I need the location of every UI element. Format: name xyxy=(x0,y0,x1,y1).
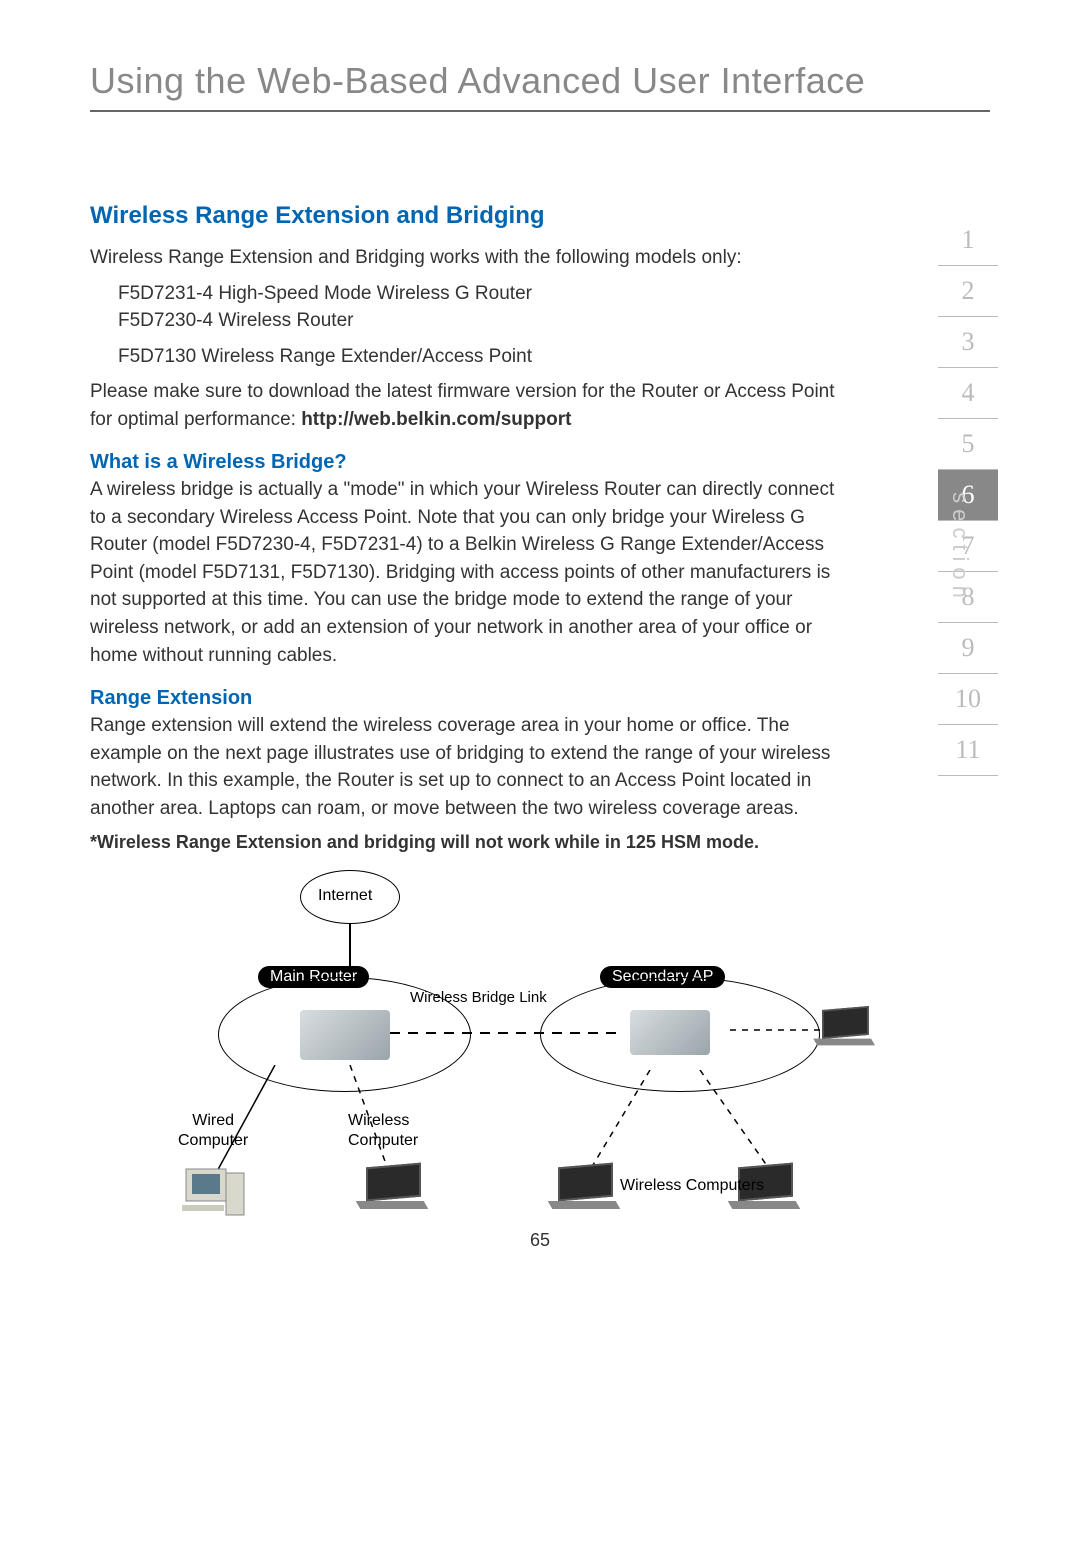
range-paragraph: Range extension will extend the wireless… xyxy=(90,712,840,822)
laptop-icon xyxy=(550,1165,620,1205)
page-number: 65 xyxy=(530,1230,550,1251)
laptop-icon xyxy=(358,1165,428,1205)
section-nav-item-3[interactable]: 3 xyxy=(938,317,998,368)
section-nav-item-10[interactable]: 10 xyxy=(938,674,998,725)
bridge-link-label: Wireless Bridge Link xyxy=(410,989,547,1006)
laptop-icon xyxy=(815,1008,875,1042)
section-nav-item-4[interactable]: 4 xyxy=(938,368,998,419)
section-nav-label: section xyxy=(947,492,973,604)
support-url[interactable]: http://web.belkin.com/support xyxy=(301,409,571,430)
bridge-paragraph: A wireless bridge is actually a "mode" i… xyxy=(90,476,840,669)
heading-wireless-range: Wireless Range Extension and Bridging xyxy=(90,202,840,230)
firmware-paragraph: Please make sure to download the latest … xyxy=(90,378,840,433)
content-area: Wireless Range Extension and Bridging Wi… xyxy=(90,202,990,1235)
wireless-computer-label: WirelessComputer xyxy=(348,1111,418,1149)
section-nav-item-1[interactable]: 1 xyxy=(938,215,998,266)
intro-paragraph: Wireless Range Extension and Bridging wo… xyxy=(90,244,840,272)
bridge-dashed-line xyxy=(390,1025,630,1045)
heading-wireless-bridge: What is a Wireless Bridge? xyxy=(90,451,840,474)
model-list: F5D7130 Wireless Range Extender/Access P… xyxy=(90,343,840,371)
model-list: F5D7231-4 High-Speed Mode Wireless G Rou… xyxy=(90,280,840,335)
link-internet-router xyxy=(349,924,351,966)
model-item: F5D7231-4 High-Speed Mode Wireless G Rou… xyxy=(118,280,840,308)
internet-label: Internet xyxy=(318,887,372,905)
section-nav-item-2[interactable]: 2 xyxy=(938,266,998,317)
model-item: F5D7130 Wireless Range Extender/Access P… xyxy=(118,343,840,371)
hsm-note: *Wireless Range Extension and bridging w… xyxy=(90,830,840,855)
page-header-title: Using the Web-Based Advanced User Interf… xyxy=(90,60,990,112)
section-nav-item-5[interactable]: 5 xyxy=(938,419,998,470)
network-diagram: Internet Main Router Secondary AP Wirele… xyxy=(90,865,840,1235)
ap-device-icon xyxy=(630,1010,710,1055)
router-device-icon xyxy=(300,1010,390,1060)
model-item: F5D7230-4 Wireless Router xyxy=(118,307,840,335)
section-nav: 1234567891011section xyxy=(938,215,998,776)
heading-range-extension: Range Extension xyxy=(90,687,840,710)
pc-icon xyxy=(180,1165,250,1225)
wired-computer-label: WiredComputer xyxy=(178,1111,248,1149)
section-nav-item-11[interactable]: 11 xyxy=(938,725,998,776)
section-nav-item-9[interactable]: 9 xyxy=(938,623,998,674)
wireless-computers-label: Wireless Computers xyxy=(620,1177,764,1195)
